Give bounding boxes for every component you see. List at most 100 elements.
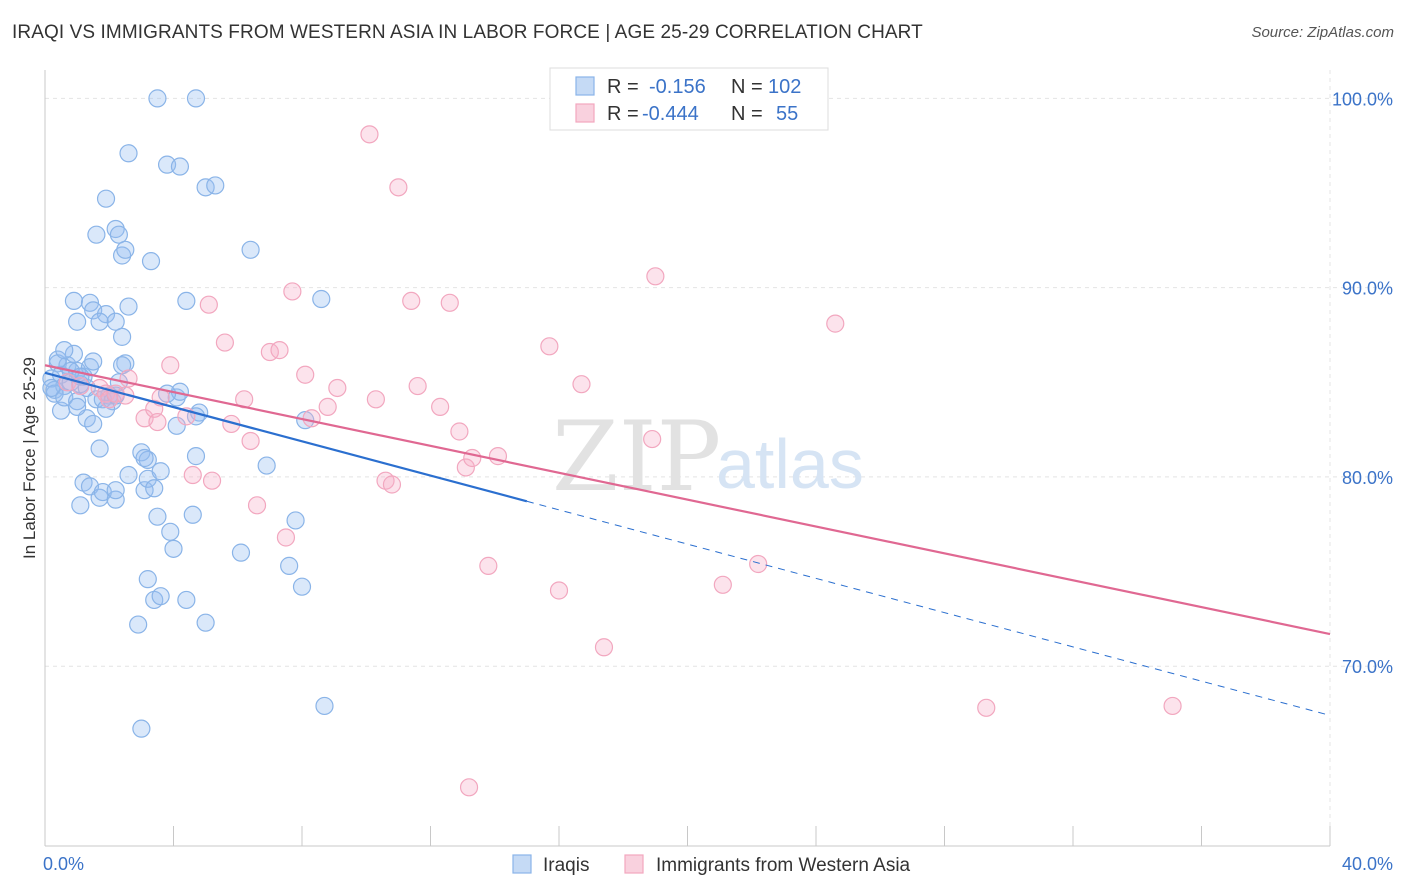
iraqis-point: [286, 511, 305, 530]
iraqis-point: [68, 392, 87, 411]
iraqis-point: [151, 462, 170, 481]
western-asia-point: [382, 475, 402, 494]
western-asia-point: [270, 341, 289, 360]
watermark-atlas: atlas: [716, 425, 864, 503]
western-asia-point: [594, 638, 614, 657]
western-asia-point: [450, 422, 469, 441]
iraqis-point: [84, 414, 103, 434]
iraqis-point: [106, 312, 125, 331]
western-asia-point: [296, 365, 315, 384]
legend-r-label-2: R =: [607, 103, 639, 125]
legend-r-iraqis: -0.156: [649, 76, 706, 98]
series-legend: Iraqis Immigrants from Western Asia: [512, 854, 911, 876]
western-asia-point: [479, 556, 498, 575]
source-credit: Source: ZipAtlas.com: [1251, 24, 1394, 41]
western-asia-point: [749, 554, 768, 574]
iraqis-point: [71, 496, 90, 515]
iraqis-point: [315, 696, 334, 716]
iraqis-trend-line: [44, 371, 528, 503]
iraqis-point: [112, 327, 132, 346]
gridlines: [45, 70, 1392, 846]
iraqis-point: [68, 397, 87, 416]
western-asia-point: [247, 496, 267, 515]
western-asia-point: [643, 429, 662, 449]
western-asia-trend-line: [44, 364, 1331, 636]
x-tick-label: 40.0%: [1342, 854, 1393, 874]
legend-n-western-asia: 55: [776, 103, 798, 125]
iraqis-point: [68, 312, 87, 331]
iraqis-point: [206, 176, 225, 195]
iraqis-point: [241, 240, 260, 259]
iraqis-point: [280, 556, 299, 575]
iraqis-point: [119, 297, 138, 316]
iraqis-point: [183, 505, 202, 524]
watermark-zip: ZIP: [552, 401, 721, 513]
chart-title: IRAQI VS IMMIGRANTS FROM WESTERN ASIA IN…: [12, 22, 923, 43]
western-asia-point: [366, 390, 385, 409]
western-asia-point: [1163, 696, 1182, 716]
iraqis-point: [186, 89, 206, 108]
western-asia-point: [456, 458, 475, 477]
iraqis-point: [90, 439, 109, 458]
iraqis-point: [106, 490, 125, 509]
western-asia-point: [283, 282, 302, 301]
western-asia-point: [646, 267, 665, 286]
western-asia-points: [58, 125, 1182, 797]
western-asia-point: [826, 314, 845, 333]
western-asia-point: [549, 581, 569, 600]
bottom-legend-swatch-western-asia: [624, 854, 644, 874]
legend-swatch-iraqis: [575, 76, 595, 96]
iraqis-point: [141, 252, 161, 271]
iraqis-point: [164, 539, 183, 558]
iraqis-point: [96, 399, 116, 418]
western-asia-point: [199, 295, 218, 314]
iraqis-trend-extension: [526, 500, 1331, 716]
iraqis-point: [132, 719, 151, 738]
y-tick-label: 70.0%: [1342, 657, 1393, 677]
x-tick-label: 0.0%: [43, 854, 84, 874]
western-asia-point: [360, 125, 379, 144]
iraqis-point: [145, 479, 164, 498]
legend-n-label-2: N =: [731, 103, 763, 125]
iraqis-point: [151, 587, 170, 606]
iraqis-point: [55, 341, 74, 360]
y-axis-title: In Labor Force | Age 25-29: [20, 357, 39, 559]
western-asia-point: [302, 409, 321, 428]
western-asia-point: [572, 375, 591, 394]
y-tick-label: 80.0%: [1342, 468, 1393, 488]
western-asia-point: [713, 575, 732, 594]
iraqis-point: [138, 570, 157, 589]
iraqis-point: [106, 219, 125, 239]
iraqis-point: [109, 225, 128, 244]
y-tick-label: 100.0%: [1332, 89, 1393, 109]
iraqis-point: [312, 289, 331, 309]
correlation-legend: R = -0.156 N = 102 R = -0.444 N = 55: [549, 67, 829, 131]
iraqis-point: [64, 291, 84, 311]
iraqis-points: [42, 89, 334, 738]
iraqis-point: [231, 543, 251, 562]
western-asia-point: [276, 528, 296, 547]
iraqis-point: [257, 456, 276, 475]
western-asia-point: [431, 397, 450, 416]
western-asia-point: [463, 448, 482, 468]
legend-r-label: R =: [607, 76, 639, 98]
axes: [44, 70, 1331, 847]
iraqis-point: [112, 246, 132, 265]
western-asia-point: [241, 431, 260, 451]
iraqis-point: [119, 144, 138, 163]
iraqis-point: [129, 615, 148, 634]
western-asia-point: [977, 698, 996, 717]
iraqis-point: [177, 291, 196, 311]
western-asia-point: [328, 378, 347, 398]
iraqis-point: [138, 450, 157, 469]
legend-n-label: N =: [731, 76, 763, 98]
iraqis-point: [90, 312, 109, 331]
western-asia-point: [202, 471, 222, 490]
iraqis-point: [196, 613, 215, 632]
western-asia-point: [183, 465, 202, 485]
western-asia-point: [440, 293, 459, 312]
legend-r-western-asia: -0.444: [642, 103, 699, 125]
y-tick-label: 90.0%: [1342, 279, 1393, 299]
iraqis-point: [90, 488, 109, 507]
